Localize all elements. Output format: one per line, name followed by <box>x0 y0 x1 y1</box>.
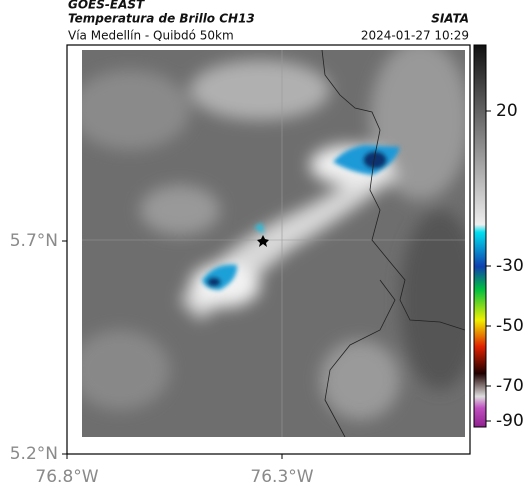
map-frame <box>66 44 471 455</box>
timestamp: 2024-01-27 10:29 <box>361 29 469 43</box>
colorbar <box>473 44 487 428</box>
satellite-image <box>82 50 465 437</box>
colorbar-label: -30 <box>496 256 524 276</box>
lat-label: 5.2°N <box>10 444 58 464</box>
colorbar-label: -90 <box>496 411 524 431</box>
lat-label: 5.7°N <box>10 231 58 251</box>
product: Temperatura de Brillo CH13 <box>68 12 255 26</box>
colorbar-label: -70 <box>496 376 524 396</box>
colorbar-label: 20 <box>496 101 518 121</box>
source: SIATA <box>431 12 469 26</box>
lon-label: 76.8°W <box>35 467 98 487</box>
satellite: GOES-EAST <box>68 0 145 12</box>
lon-label: 76.3°W <box>250 467 313 487</box>
colorbar-label: -50 <box>496 316 524 336</box>
region: Vía Medellín - Quibdó 50km <box>68 29 234 43</box>
